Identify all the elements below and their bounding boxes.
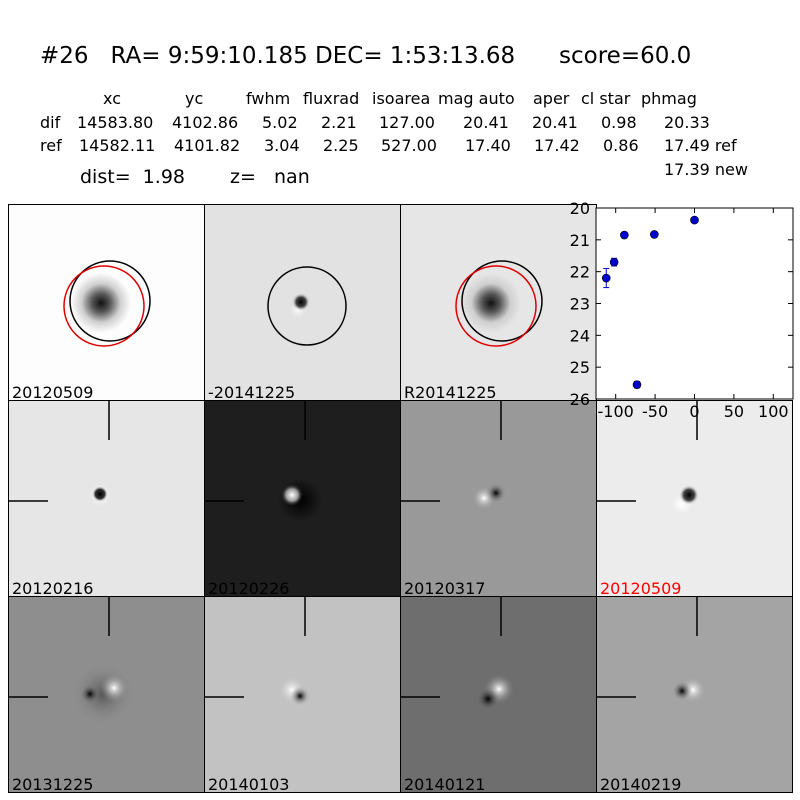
cell-phmag: 20.33 xyxy=(664,113,710,132)
cell-mag-auto: 17.40 xyxy=(465,136,511,155)
col-fwhm: fwhm xyxy=(246,89,291,108)
col-yc: yc xyxy=(185,89,204,108)
panel-date-label: 20120509 xyxy=(600,579,682,597)
cell-mag-auto: 20.41 xyxy=(463,113,509,132)
cell-fwhm: 5.02 xyxy=(262,113,298,132)
aperture-circle-black xyxy=(69,260,151,342)
source-blob xyxy=(486,483,506,503)
row-label: dif xyxy=(40,113,61,132)
cell-phmag: 17.49 ref xyxy=(664,136,737,155)
cell-isoarea: 527.00 xyxy=(381,136,437,155)
cell-aper: 17.42 xyxy=(534,136,580,155)
stamp-panel-new: 20120509 xyxy=(8,204,205,401)
data-point xyxy=(601,273,611,283)
data-point xyxy=(620,230,629,240)
aperture-circle-red xyxy=(63,265,145,347)
panel-date-label: 20140121 xyxy=(404,775,486,793)
stamp-panel-epoch-current: 20120509 xyxy=(596,400,793,597)
source-blob xyxy=(290,686,310,706)
plot-area xyxy=(595,207,794,400)
stamp-image xyxy=(455,260,543,347)
panel-date-label: R20141225 xyxy=(404,383,497,401)
stamp-image xyxy=(400,400,506,510)
panel-date-label: 20140103 xyxy=(208,775,290,793)
data-point xyxy=(632,380,642,389)
cell-xc: 14583.80 xyxy=(77,113,154,132)
stamp-panel-diff: -20141225 xyxy=(204,204,401,401)
panel-date-label: -20141225 xyxy=(208,383,296,401)
z-value: z= nan xyxy=(230,166,310,188)
cell-cl-star: 0.86 xyxy=(603,136,639,155)
source-blob xyxy=(679,485,699,505)
stamp-panel-ref: R20141225 xyxy=(400,204,597,401)
source-blob xyxy=(71,273,131,333)
source-blob xyxy=(281,484,303,506)
panel-date-label: 20120216 xyxy=(12,579,94,597)
page-title: #26 RA= 9:59:10.185 DEC= 1:53:13.68 scor… xyxy=(40,43,692,69)
aperture-circle-red xyxy=(455,265,537,347)
row-label: ref xyxy=(40,136,62,155)
cell-fluxrad: 2.25 xyxy=(323,136,359,155)
source-blob xyxy=(292,293,310,311)
stamp-image xyxy=(596,596,706,703)
stamp-panel-epoch: 20140121 xyxy=(400,596,597,793)
stamp-image xyxy=(267,266,347,346)
stamp-panel-epoch: 20120317 xyxy=(400,400,597,597)
cell-cl-star: 0.98 xyxy=(601,113,637,132)
stamp-image xyxy=(596,400,699,514)
source-blob xyxy=(461,273,521,333)
col-fluxrad: fluxrad xyxy=(303,89,360,108)
cell-aper: 20.41 xyxy=(532,113,578,132)
stamp-panel-epoch: 20140103 xyxy=(204,596,401,793)
source-blob xyxy=(80,684,100,704)
stamp-image xyxy=(63,260,151,347)
stamp-panel-epoch: 20120216 xyxy=(8,400,205,597)
stamp-panel-epoch: 20120226 xyxy=(204,400,401,597)
stamp-image xyxy=(400,596,515,710)
cell-yc: 4102.86 xyxy=(172,113,239,132)
data-point xyxy=(650,230,659,239)
cell-isoarea: 127.00 xyxy=(379,113,435,132)
panel-date-label: 20131225 xyxy=(12,775,94,793)
cell-fluxrad: 2.21 xyxy=(321,113,357,132)
panel-date-label: 20140219 xyxy=(600,775,682,793)
col-isoarea: isoarea xyxy=(372,89,431,108)
aperture-circle-black xyxy=(461,260,543,342)
dist-value: dist= 1.98 xyxy=(80,166,185,188)
col-mag-auto: mag auto xyxy=(438,89,515,108)
cell-fwhm: 3.04 xyxy=(264,136,300,155)
data-point xyxy=(609,257,619,267)
phmag-new: 17.39 new xyxy=(664,160,748,179)
stamp-image xyxy=(204,596,310,706)
panel-date-label: 20120509 xyxy=(12,383,94,401)
cell-yc: 4101.82 xyxy=(174,136,241,155)
data-point xyxy=(690,215,699,225)
stamp-image xyxy=(204,400,322,522)
aperture-circle-black xyxy=(267,266,347,346)
col-phmag: phmag xyxy=(641,89,697,108)
source-blob xyxy=(477,688,499,710)
cell-xc: 14582.11 xyxy=(79,136,156,155)
stamp-image xyxy=(8,596,135,726)
panel-date-label: 20120317 xyxy=(404,579,486,597)
col-xc: xc xyxy=(103,89,121,108)
stamp-panel-epoch: 20131225 xyxy=(8,596,205,793)
source-blob xyxy=(92,486,108,502)
stamp-image xyxy=(8,400,111,506)
source-blob xyxy=(672,681,692,701)
col-aper: aper xyxy=(533,89,570,108)
col-cl-star: cl star xyxy=(581,89,631,108)
panel-date-label: 20120226 xyxy=(208,579,290,597)
stamp-panel-epoch: 20140219 xyxy=(596,596,793,793)
